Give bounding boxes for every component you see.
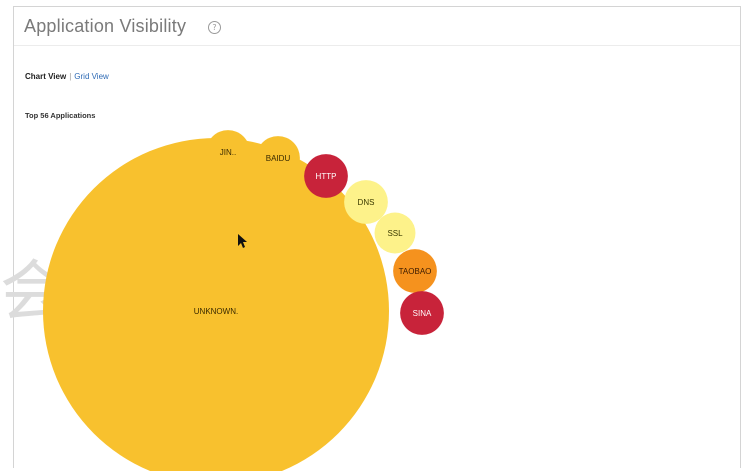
- bubble-ssl[interactable]: SSL: [374, 212, 416, 254]
- chart-title: Top 56 Applications: [25, 111, 96, 120]
- mouse-cursor-icon: [238, 234, 247, 248]
- bubble-circle-dns[interactable]: [344, 180, 388, 224]
- help-icon[interactable]: ?: [208, 21, 221, 34]
- bubble-circle-http[interactable]: [304, 154, 348, 198]
- view-toggle-separator: |: [69, 72, 72, 81]
- bubble-circle-sina[interactable]: [400, 291, 444, 335]
- bubble-http[interactable]: HTTP: [304, 154, 348, 198]
- chart-view-tab[interactable]: Chart View: [25, 72, 67, 81]
- grid-view-link[interactable]: Grid View: [74, 72, 109, 81]
- bubble-jin[interactable]: JIN..: [206, 130, 250, 174]
- bubble-circle-jin[interactable]: [206, 130, 250, 174]
- bubble-unknown[interactable]: UNKNOWN.: [43, 138, 389, 471]
- bubble-label-unknown: UNKNOWN.: [194, 307, 238, 316]
- bubble-dns[interactable]: DNS: [344, 180, 388, 224]
- bubble-circle-baidu[interactable]: [256, 136, 300, 180]
- bubble-baidu[interactable]: BAIDU: [256, 136, 300, 180]
- panel-header: Application Visibility ?: [14, 7, 740, 46]
- bubble-circle-taobao[interactable]: [393, 249, 437, 293]
- bubble-label-ssl: SSL: [387, 229, 403, 238]
- bubble-sina[interactable]: SINA: [400, 291, 444, 335]
- bubble-label-sina: SINA: [413, 309, 432, 318]
- bubble-circle-ssl[interactable]: [374, 212, 416, 254]
- bubble-label-http: HTTP: [316, 172, 337, 181]
- view-toggle: Chart View | Grid View: [25, 72, 109, 81]
- bubble-label-jin: JIN..: [220, 148, 236, 157]
- bubble-label-taobao: TAOBAO: [399, 267, 432, 276]
- page-title: Application Visibility: [24, 16, 187, 36]
- bubble-taobao[interactable]: TAOBAO: [393, 249, 437, 293]
- bubble-circle-unknown[interactable]: [43, 138, 389, 471]
- bubble-label-dns: DNS: [358, 198, 375, 207]
- bubble-label-baidu: BAIDU: [266, 154, 291, 163]
